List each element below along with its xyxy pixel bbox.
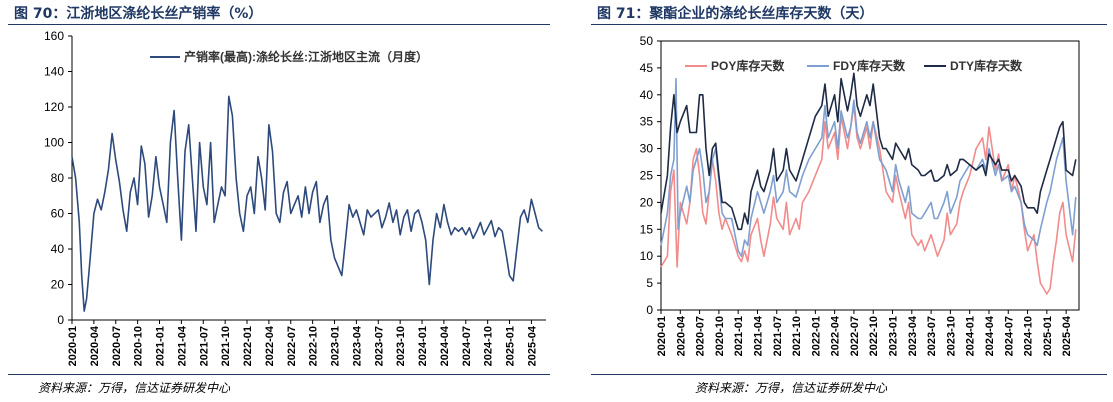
right-y-tick-label: 10: [640, 249, 654, 263]
left-x-tick-label: 2024-07: [461, 326, 473, 366]
right-x-tick-label: 2021-10: [791, 316, 803, 356]
right-source-note: 资料来源：万得，信达证券研发中心: [695, 381, 888, 395]
right-x-tick-label: 2025-04: [1061, 315, 1073, 356]
left-line-chart: 0 20 40 60 80 100 120 140 160 2020-01 2020-04 2020-…: [44, 29, 546, 366]
right-y-tick-label: 45: [640, 61, 654, 75]
left-x-tick-label: 2023-10: [395, 326, 407, 366]
left-legend-label: 产销率(最高):涤纶长丝:江浙地区主流（月度）: [184, 49, 428, 64]
right-series-line-1: [660, 77, 1077, 257]
right-x-tick-label: 2023-01: [888, 316, 900, 356]
right-x-tick-label: 2024-10: [1023, 316, 1035, 356]
right-y-tick-label: 20: [640, 195, 654, 209]
right-bottom-rule: [591, 374, 1107, 375]
left-y-tick-label: 60: [51, 207, 65, 221]
right-x-tick-label: 2022-04: [830, 315, 842, 356]
left-y-tick-label: 40: [51, 242, 65, 256]
left-x-tick-label: 2021-01: [155, 326, 167, 366]
right-x-tick-label: 2022-01: [810, 316, 822, 356]
left-x-tick-label: 2022-04: [264, 325, 276, 366]
right-y-tick-label: 0: [646, 303, 653, 317]
right-line-chart: 0 5 10 15 20 25 30 35 40 45 50 2020-01 2020-04 2020-0…: [640, 34, 1080, 356]
right-x-tick-label: 2023-07: [926, 316, 938, 356]
left-x-tick-label: 2023-07: [373, 326, 385, 366]
right-series-line-2: [660, 72, 1077, 231]
left-bottom-rule: [8, 374, 550, 375]
right-x-tick-label: 2024-04: [984, 315, 996, 356]
left-x-tick-label: 2020-04: [89, 325, 101, 366]
left-x-tick-label: 2021-04: [176, 325, 188, 366]
right-x-tick-label: 2021-01: [733, 316, 745, 356]
right-x-tick-label: 2024-01: [965, 316, 977, 356]
right-legend-label-0: POY库存天数: [711, 58, 785, 73]
right-y-tick-label: 30: [640, 142, 654, 156]
left-y-tick-label: 20: [51, 278, 65, 292]
left-source-note: 资料来源：万得，信达证券研发中心: [38, 381, 231, 395]
left-title-rule: [8, 24, 550, 25]
right-x-tick-label: 2020-04: [675, 315, 687, 356]
right-y-tick-label: 5: [646, 276, 653, 290]
left-y-tick-label: 120: [44, 100, 64, 114]
right-plot-frame: [660, 40, 1080, 311]
right-x-tick-label: 2023-04: [907, 315, 919, 356]
left-series-line-0: [71, 95, 543, 312]
right-x-tick-label: 2022-07: [849, 316, 861, 356]
left-x-tick-label: 2020-01: [67, 326, 79, 366]
left-x-tick-label: 2023-04: [351, 325, 363, 366]
right-x-tick-label: 2020-01: [656, 316, 668, 356]
left-x-tick-label: 2020-07: [111, 326, 123, 366]
right-x-tick-label: 2022-10: [868, 316, 880, 356]
left-x-tick-label: 2020-10: [133, 326, 145, 366]
left-y-tick-label: 80: [51, 171, 65, 185]
left-y-tick-label: 100: [44, 136, 64, 150]
right-y-tick-label: 25: [640, 169, 654, 183]
left-figure-title: 图 70：江浙地区涤纶长丝产销率（%）: [14, 6, 263, 22]
left-x-tick-label: 2023-01: [330, 326, 342, 366]
right-x-tick-label: 2025-01: [1042, 316, 1054, 356]
left-x-tick-label: 2021-07: [198, 326, 210, 366]
left-x-tick-label: 2022-07: [286, 326, 298, 366]
right-legend-label-1: FDY库存天数: [833, 58, 906, 73]
right-x-tick-label: 2020-07: [695, 316, 707, 356]
right-x-tick-label: 2023-10: [945, 316, 957, 356]
left-x-tick-label: 2022-10: [308, 326, 320, 366]
right-x-tick-label: 2021-07: [772, 316, 784, 356]
left-x-tick-label: 2024-04: [439, 325, 451, 366]
right-chart-panel: 图 71：聚酯企业的涤纶长丝库存天数（天） 0 5 10 15 20 25 30 35 40 45…: [557, 0, 1113, 402]
right-y-tick-label: 15: [640, 222, 654, 236]
left-x-tick-label: 2021-10: [220, 326, 232, 366]
left-y-tick-label: 0: [57, 313, 64, 327]
right-y-tick-label: 40: [640, 88, 654, 102]
right-y-tick-label: 35: [640, 115, 654, 129]
left-y-tick-label: 160: [44, 29, 64, 43]
right-x-tick-label: 2021-04: [752, 315, 764, 356]
right-legend-label-2: DTY库存天数: [950, 58, 1023, 73]
left-y-tick-label: 140: [44, 65, 64, 79]
right-title-rule: [591, 24, 1107, 25]
left-x-tick-label: 2025-04: [526, 325, 538, 366]
left-x-tick-label: 2025-01: [505, 326, 517, 366]
right-x-tick-label: 2024-07: [1003, 316, 1015, 356]
left-chart-panel: 图 70：江浙地区涤纶长丝产销率（%） 0 20 40 60 80 100 120 140 16…: [0, 0, 556, 402]
left-x-tick-label: 2024-10: [483, 326, 495, 366]
right-x-tick-label: 2020-10: [714, 316, 726, 356]
right-figure-title: 图 71：聚酯企业的涤纶长丝库存天数（天）: [597, 6, 874, 22]
right-y-tick-label: 50: [640, 34, 654, 48]
left-x-tick-label: 2024-01: [417, 326, 429, 366]
left-x-tick-label: 2022-01: [242, 326, 254, 366]
